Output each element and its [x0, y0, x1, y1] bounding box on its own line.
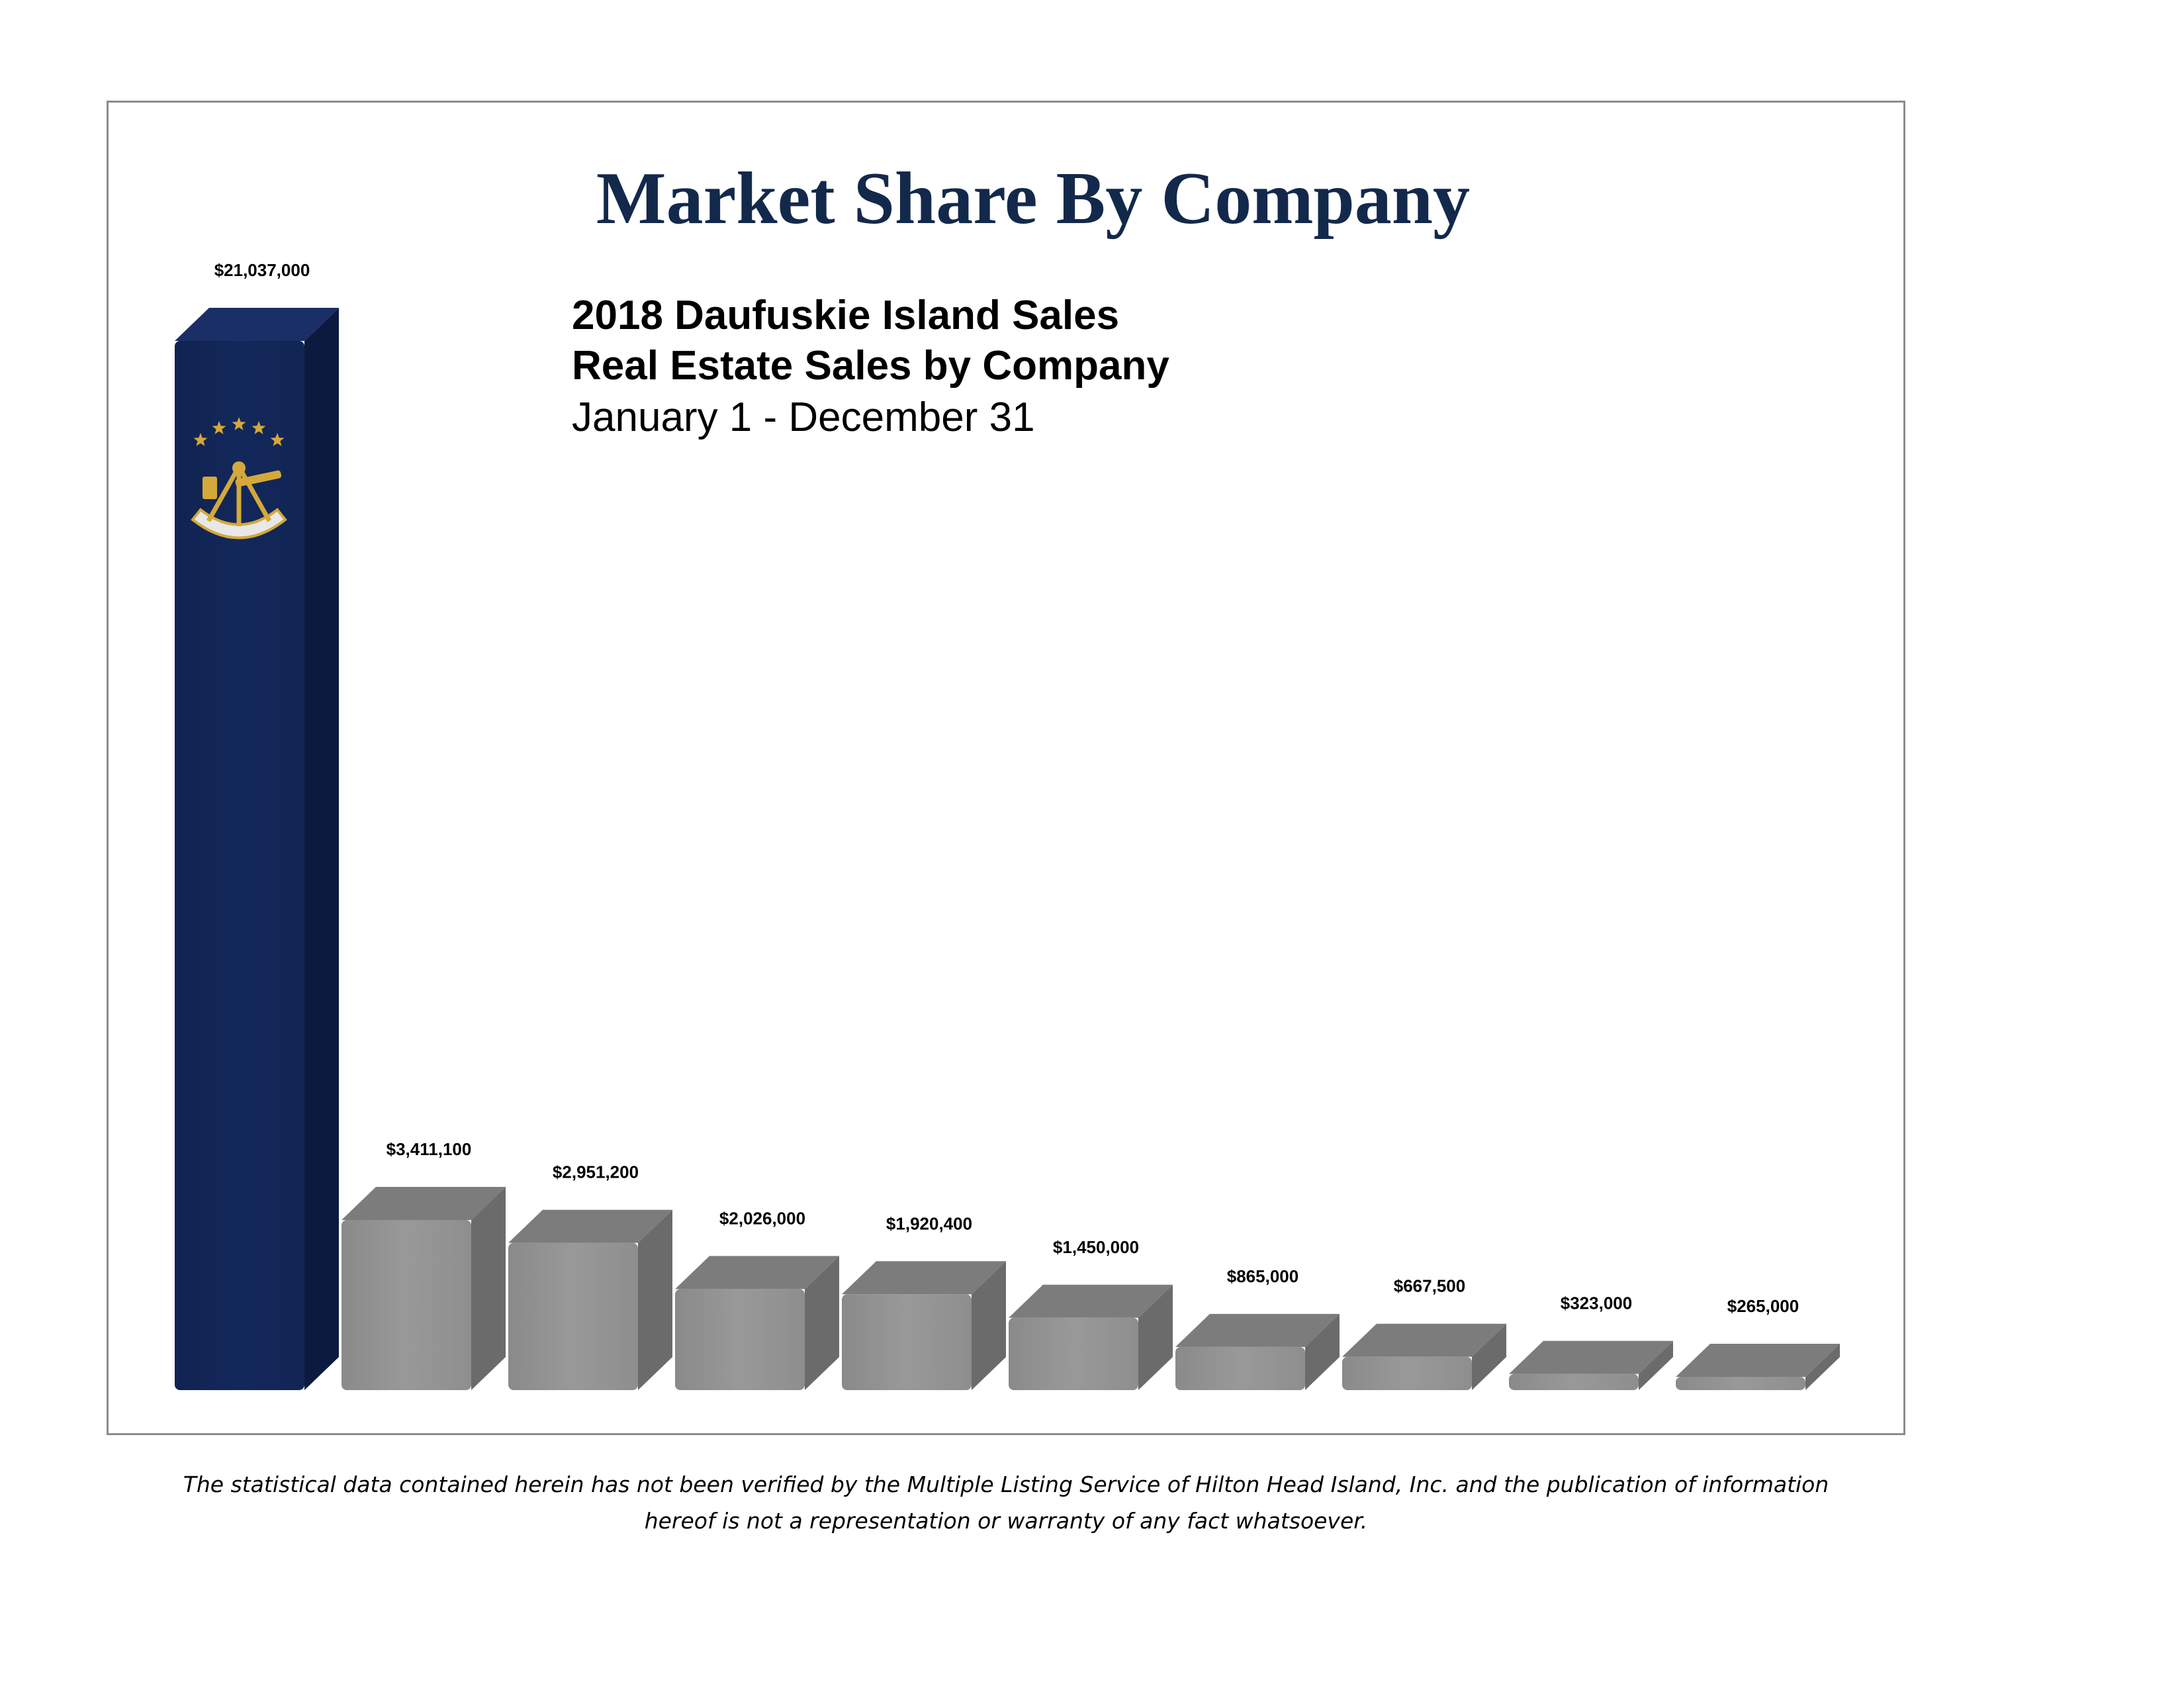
bar-5 — [842, 1261, 1006, 1390]
bar-4 — [675, 1256, 839, 1390]
value-label-2: $3,411,100 — [387, 1139, 472, 1159]
bars-layer — [175, 308, 1840, 1390]
value-label-3: $2,951,200 — [553, 1162, 639, 1182]
value-label-5: $1,920,400 — [886, 1213, 972, 1233]
value-labels-layer: $21,037,000 $3,411,100 $2,951,200 $2,026,00… — [214, 260, 1799, 1316]
chart-title: Market Share By Company — [596, 158, 1470, 240]
disclaimer: The statistical data contained herein ha… — [106, 1466, 1906, 1539]
bar-8 — [1342, 1323, 1506, 1390]
subtitle-line-3: January 1 - December 31 — [572, 395, 1035, 440]
value-label-7: $865,000 — [1227, 1266, 1298, 1286]
bar-chart: Market Share By Company 2018 Daufuskie I… — [175, 158, 1840, 1390]
sextant-stars-logo-icon — [191, 417, 287, 539]
value-label-9: $323,000 — [1561, 1293, 1632, 1313]
bar-2 — [341, 1186, 506, 1390]
disclaimer-line-1: The statistical data contained herein ha… — [183, 1472, 1829, 1497]
disclaimer-line-2: hereof is not a representation or warran… — [644, 1508, 1368, 1534]
value-label-4: $2,026,000 — [719, 1208, 805, 1228]
bar-3 — [508, 1209, 672, 1390]
value-label-8: $667,500 — [1394, 1276, 1465, 1296]
bar-1 — [175, 308, 339, 1390]
value-label-6: $1,450,000 — [1053, 1237, 1139, 1257]
bar-7 — [1175, 1313, 1340, 1390]
bar-6 — [1009, 1284, 1173, 1390]
bar-10 — [1676, 1344, 1840, 1390]
value-label-1: $21,037,000 — [214, 260, 310, 280]
value-label-10: $265,000 — [1727, 1296, 1799, 1316]
chart-frame: Market Share By Company 2018 Daufuskie I… — [107, 101, 1905, 1435]
bar-9 — [1509, 1340, 1673, 1390]
subtitle-line-1: 2018 Daufuskie Island Sales — [572, 293, 1119, 338]
subtitle-line-2: Real Estate Sales by Company — [572, 343, 1169, 389]
